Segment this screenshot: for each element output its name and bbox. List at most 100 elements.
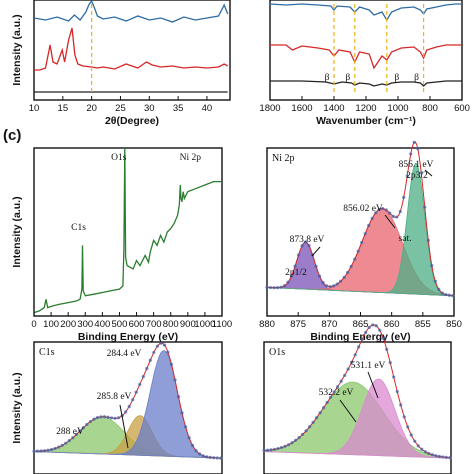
ftir-panel: β β β β 1800 1600 1400 1200 1000 800 600 Wavenumber… <box>259 0 470 127</box>
ni2p-data-point <box>423 205 427 209</box>
c1s-data-point <box>134 390 138 394</box>
c1s-data-point <box>159 341 163 345</box>
o1s-data-point <box>307 425 312 429</box>
o1s-data-point <box>360 337 364 341</box>
ni2p-data-point <box>370 216 374 220</box>
ni2p-data-point <box>440 291 444 295</box>
ni2p-data-point <box>451 294 455 298</box>
survey-peak-label: C1s <box>71 223 86 233</box>
o1s-data-point <box>336 385 340 389</box>
xrd-series-line <box>34 27 229 71</box>
c1s-data-point <box>102 415 107 419</box>
ftir-beta-label: β <box>345 73 350 83</box>
o1s-data-point <box>427 451 431 456</box>
ftir-xtick-label: 1600 <box>291 103 312 114</box>
ni2p-data-point <box>332 284 336 288</box>
c1s-data-point <box>39 449 43 453</box>
ni2p-arrow <box>311 246 321 257</box>
o1s-data-point <box>423 450 427 454</box>
c1s-data-point <box>60 443 64 447</box>
ni2p-data-point <box>268 285 273 290</box>
ni2p-data-point <box>317 274 322 278</box>
ni2p-xtick-label: 865 <box>353 319 369 330</box>
o1s-data-point <box>388 361 392 365</box>
o1s-data-point <box>367 325 371 330</box>
o1s-data-point <box>416 444 420 448</box>
o1s-data-point <box>392 375 396 379</box>
c1s-arrow <box>119 404 129 449</box>
c1s-data-point <box>131 398 135 402</box>
c1s-data-point <box>148 358 152 362</box>
o1s-data-point <box>339 379 343 383</box>
o1s-data-point <box>395 389 399 394</box>
xrd-xtick-label: 10 <box>29 103 40 114</box>
o1s-frame <box>263 341 452 474</box>
ni2p-data-point <box>349 264 353 269</box>
c1s-data-point <box>183 425 188 429</box>
o1s-data-point <box>444 455 448 459</box>
xrd-xtick-label: 30 <box>144 103 155 114</box>
o1s-data-point <box>279 445 284 450</box>
ni2p-data-point <box>437 287 441 291</box>
o1s-data-point <box>265 448 270 452</box>
c1s-data-point <box>124 410 128 414</box>
xrd-frame <box>33 0 231 101</box>
o1s-data-point <box>378 328 382 332</box>
ni2p-data-point <box>272 286 276 290</box>
ni2p-data-point <box>279 285 283 289</box>
ni2p-data-point <box>307 244 311 248</box>
survey-xtick-label: 600 <box>129 319 145 330</box>
ni2p-data-point <box>303 240 308 244</box>
c1s-data-point <box>117 416 121 420</box>
o1s-panel: O1s 531.1 eV 532.2 eV <box>262 323 452 474</box>
xrd-panel: 10 15 20 25 30 35 40 2θ(Degree) Intensity (a.u.) <box>11 0 231 127</box>
ni2p-annotation: 2p1/2 <box>285 268 307 278</box>
ni2p-data-point <box>289 274 294 278</box>
o1s-fit-component <box>263 378 452 459</box>
survey-xtick-label: 100 <box>43 319 59 330</box>
c1s-data-point <box>166 350 170 354</box>
o1s-data-point <box>329 395 333 399</box>
survey-xtick-label: 500 <box>112 319 128 330</box>
ni2p-data-point <box>398 209 402 214</box>
ni2p-data-point <box>402 195 406 199</box>
c1s-data-point <box>162 343 167 347</box>
c1s-data-point <box>64 441 68 445</box>
ni2p-data-point <box>395 215 399 219</box>
xrd-xlabel: 2θ(Degree) <box>105 115 159 127</box>
o1s-data-point <box>413 439 417 443</box>
c1s-data-point <box>88 419 92 424</box>
o1s-data-point <box>357 345 361 349</box>
c1s-data-point <box>155 344 159 348</box>
ni2p-data-point <box>360 240 364 245</box>
ni2p-annotation: sat. <box>399 234 412 244</box>
c1s-data-point <box>57 445 61 449</box>
ni2p-data-point <box>314 264 318 268</box>
ni2p-data-point <box>300 244 304 248</box>
o1s-arrow <box>339 399 357 423</box>
ftir-xlabel: Wavenumber (cm⁻¹) <box>316 115 416 127</box>
c1s-data-point <box>208 455 212 460</box>
ni2p-data-point <box>367 223 371 228</box>
ftir-xtick-label: 1200 <box>355 103 376 114</box>
ftir-beta-label: β <box>414 73 419 83</box>
o1s-data-point <box>276 446 280 451</box>
c1s-data-point <box>106 415 110 419</box>
ftir-xtick-label: 1400 <box>323 103 344 114</box>
c1s-panel-title: C1s <box>39 347 55 358</box>
c1s-data-point <box>109 416 114 420</box>
o1s-data-point <box>346 367 350 371</box>
survey-xtick-label: 300 <box>77 319 93 330</box>
ni2p-data-point <box>405 174 409 178</box>
ni2p-data-point <box>286 280 290 284</box>
o1s-data-point <box>364 330 368 335</box>
survey-xtick-label: 900 <box>180 319 196 330</box>
ni2p-xtick-label: 870 <box>321 319 337 330</box>
ftir-xtick-label: 1000 <box>387 103 408 114</box>
c1s-data-point <box>141 375 145 379</box>
c1s-data-point <box>187 436 191 440</box>
ni2p-data-point <box>335 282 339 286</box>
ni2p-data-point <box>391 214 395 218</box>
o1s-data-point <box>311 420 315 424</box>
